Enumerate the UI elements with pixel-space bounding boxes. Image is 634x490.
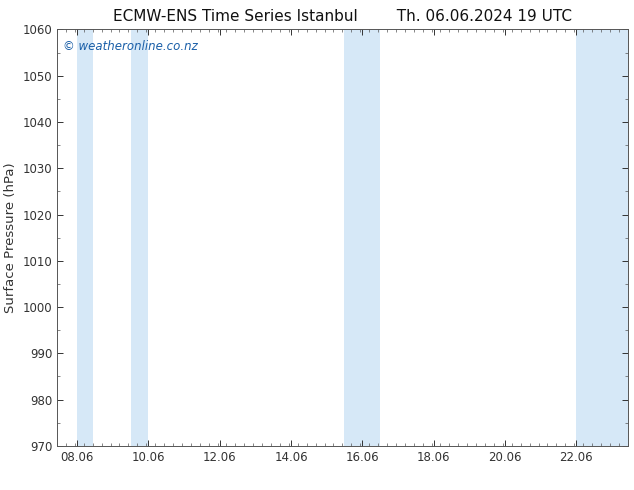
Bar: [362, 29, 380, 446]
Text: © weatheronline.co.nz: © weatheronline.co.nz: [63, 40, 198, 53]
Bar: [576, 29, 628, 446]
Bar: [77, 29, 93, 446]
Bar: [131, 29, 148, 446]
Y-axis label: Surface Pressure (hPa): Surface Pressure (hPa): [4, 162, 17, 313]
Title: ECMW-ENS Time Series Istanbul        Th. 06.06.2024 19 UTC: ECMW-ENS Time Series Istanbul Th. 06.06.…: [113, 9, 572, 24]
Bar: [344, 29, 362, 446]
